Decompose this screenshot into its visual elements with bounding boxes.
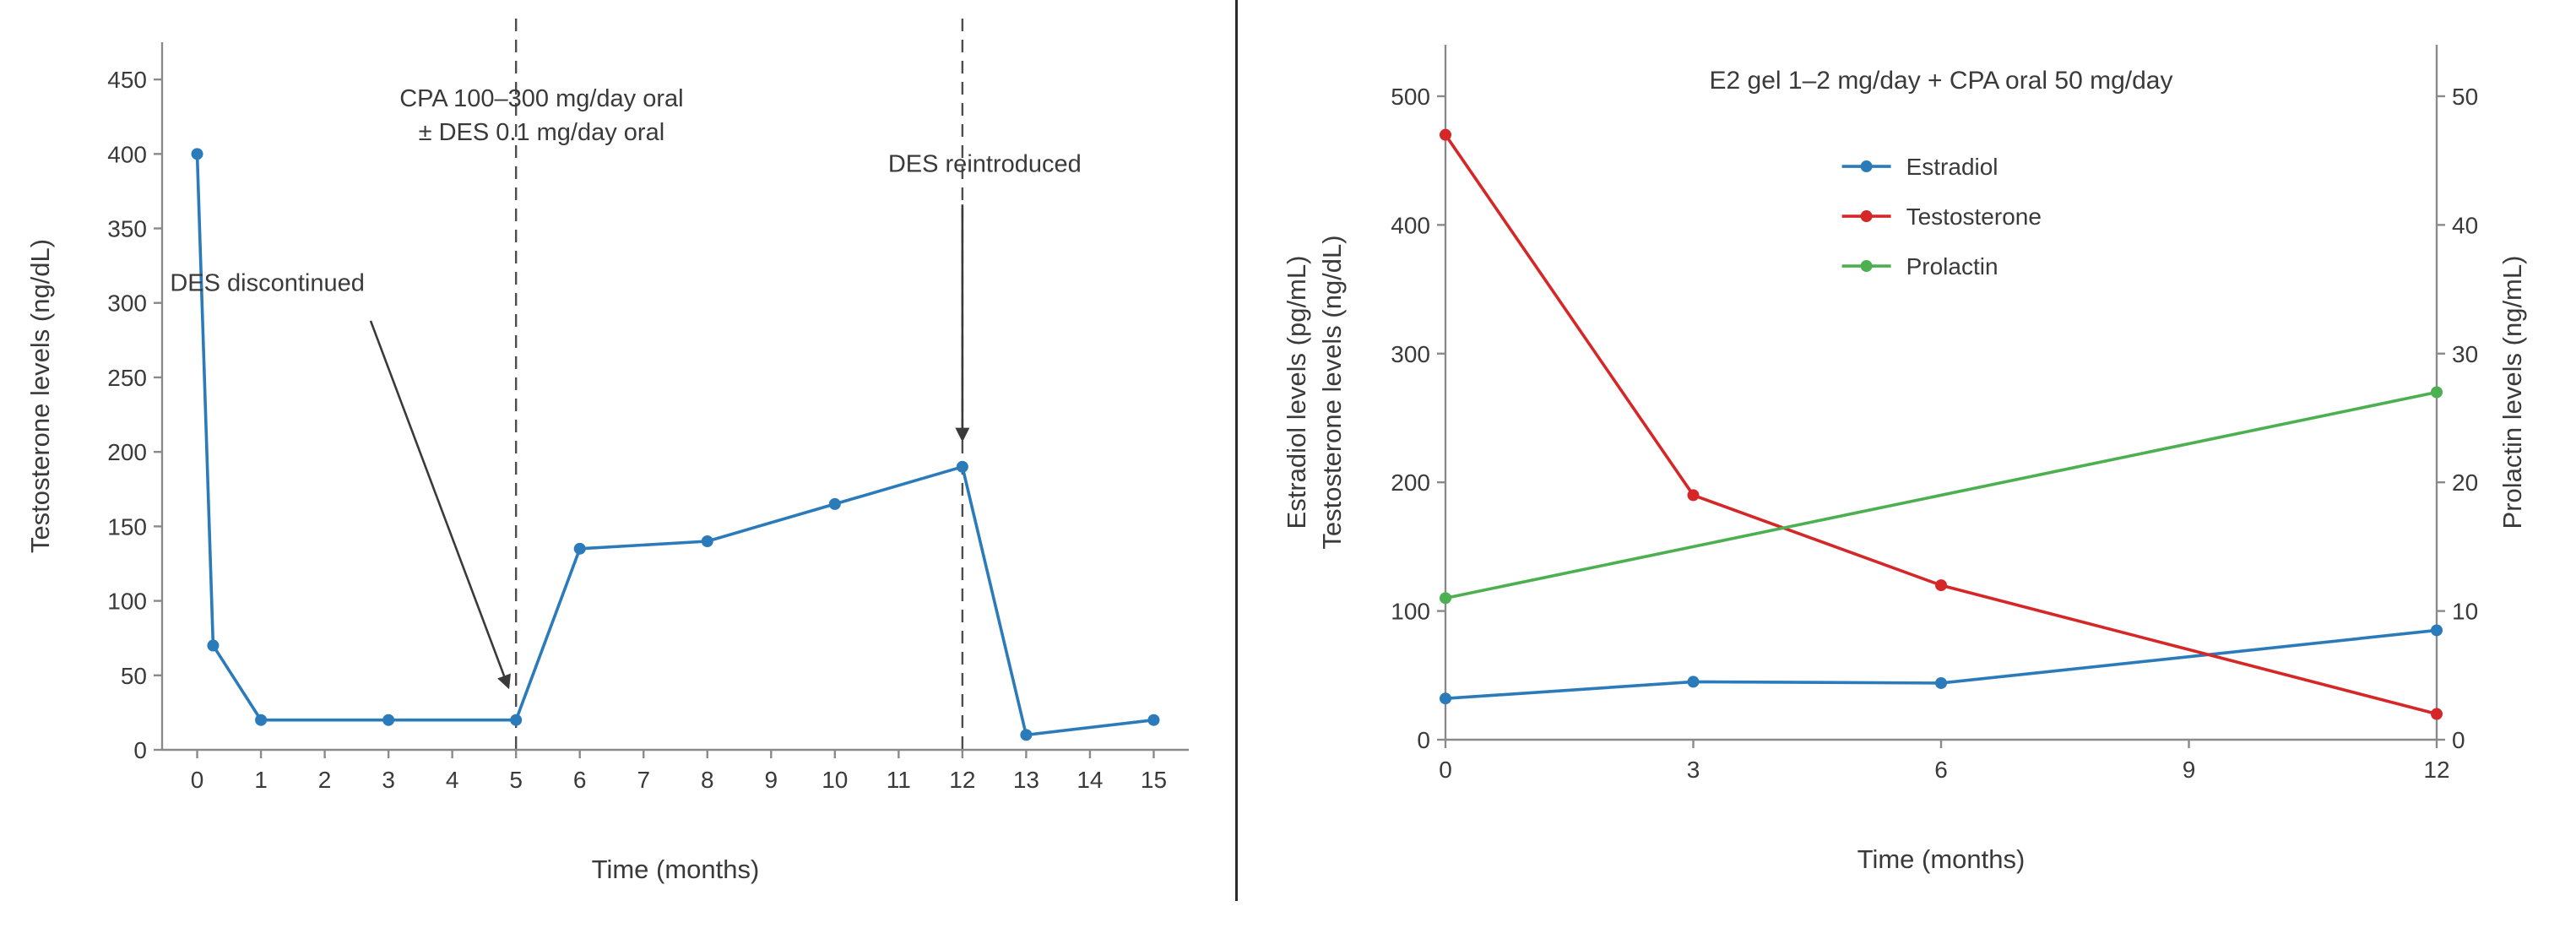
y-axis-label: Testosterone levels (ng/dL) xyxy=(25,239,55,553)
annotation-text: CPA 100–300 mg/day oral xyxy=(399,85,683,112)
x-tick-label: 1 xyxy=(254,767,268,793)
x-axis-label: Time (months) xyxy=(592,855,760,884)
y-tick-label: 0 xyxy=(133,737,147,763)
y-axis-label: Testosterone levels (ng/dL) xyxy=(1317,235,1347,549)
annotation-text: DES discontinued xyxy=(170,270,365,297)
annotation-arrow xyxy=(369,320,511,690)
legend-marker-testosterone xyxy=(1860,210,1873,223)
data-point-estradiol xyxy=(1687,676,1700,688)
x-tick-label: 4 xyxy=(446,767,459,793)
data-point-testosterone xyxy=(2431,708,2443,720)
y-tick-label: 400 xyxy=(1391,212,1430,238)
x-tick-label: 9 xyxy=(765,767,778,793)
legend-label-testosterone: Testosterone xyxy=(1906,204,2042,230)
series-line-testosterone xyxy=(1444,133,2438,716)
y-tick-label: 300 xyxy=(107,290,147,317)
data-point-prolactin xyxy=(2431,386,2443,399)
x-tick-label: 12 xyxy=(2423,757,2449,783)
data-point-estradiol xyxy=(1440,692,1451,705)
y-tick-label: 0 xyxy=(1417,727,1430,753)
chart-divider xyxy=(1235,0,1238,901)
legend-marker-prolactin xyxy=(1860,260,1873,273)
y-tick-label: 100 xyxy=(1391,599,1430,625)
data-point-testosterone xyxy=(701,535,713,548)
legend-label-estradiol: Estradiol xyxy=(1906,154,1998,180)
y-axis-label-right: Prolactin levels (ng/mL) xyxy=(2497,256,2527,529)
annotation-text: DES reintroduced xyxy=(888,150,1082,177)
data-point-testosterone xyxy=(1440,128,1451,141)
data-point-testosterone xyxy=(1147,714,1160,726)
x-tick-label: 7 xyxy=(637,767,650,793)
x-tick-label: 13 xyxy=(1013,767,1039,793)
x-tick-label: 6 xyxy=(573,767,587,793)
x-tick-label: 11 xyxy=(887,767,911,793)
data-point-testosterone xyxy=(828,497,841,510)
y-tick-label: 200 xyxy=(107,439,147,465)
data-point-testosterone xyxy=(1020,729,1033,741)
x-tick-label: 10 xyxy=(822,767,848,793)
x-tick-label: 2 xyxy=(318,767,332,793)
chart-title: E2 gel 1–2 mg/day + CPA oral 50 mg/day xyxy=(1710,67,2173,95)
y-tick-label: 100 xyxy=(107,589,147,615)
annotation-text: ± DES 0.1 mg/day oral xyxy=(419,119,665,146)
y-tick-label-right: 40 xyxy=(2452,212,2478,238)
x-tick-label: 9 xyxy=(2183,757,2196,783)
data-point-testosterone xyxy=(1935,579,1947,592)
y-tick-label: 200 xyxy=(1391,469,1430,496)
y-tick-label: 150 xyxy=(107,513,147,540)
y-tick-label-right: 30 xyxy=(2452,341,2478,367)
series-line-prolactin xyxy=(1445,390,2438,600)
y-tick-label-right: 0 xyxy=(2452,727,2465,753)
x-tick-label: 0 xyxy=(191,767,204,793)
y-tick-label: 50 xyxy=(121,663,147,689)
y-tick-label: 350 xyxy=(107,216,147,242)
data-point-testosterone xyxy=(207,639,220,652)
testosterone-time-chart: 0 1 2 3 4 5 6 7 8 9 10 11 12 13 14 15050100150200250300… xyxy=(25,19,1189,884)
y-tick-label: 400 xyxy=(107,141,147,167)
data-point-testosterone xyxy=(382,714,395,726)
x-tick-label: 15 xyxy=(1141,767,1167,793)
y-tick-label: 250 xyxy=(107,365,147,391)
x-tick-label: 12 xyxy=(949,767,975,793)
x-tick-label: 0 xyxy=(1439,757,1452,783)
legend: Estradiol Testosterone Prolactin xyxy=(1841,154,2042,279)
data-point-testosterone xyxy=(573,542,586,555)
y-tick-label-right: 10 xyxy=(2452,599,2478,625)
data-point-testosterone xyxy=(255,714,268,726)
data-point-estradiol xyxy=(1935,676,1947,689)
x-tick-label: 3 xyxy=(1687,757,1700,783)
x-tick-label: 3 xyxy=(382,767,395,793)
y-tick-label: 500 xyxy=(1391,84,1430,110)
y-tick-label-right: 20 xyxy=(2452,469,2478,496)
y-tick-label: 300 xyxy=(1391,341,1430,367)
data-point-testosterone xyxy=(510,714,523,726)
data-point-testosterone xyxy=(956,460,968,473)
x-axis-label: Time (months) xyxy=(1857,844,2026,874)
y-tick-label: 450 xyxy=(107,67,147,93)
axes: 0 1 2 3 4 5 6 7 8 9 10 11 12 13 14 15050100150200250300… xyxy=(107,42,1189,793)
series-line-estradiol xyxy=(1445,628,2438,701)
y-tick-label-right: 50 xyxy=(2452,84,2478,110)
data-point-testosterone xyxy=(1687,489,1700,502)
data-point-prolactin xyxy=(1440,592,1451,605)
x-tick-label: 5 xyxy=(509,767,523,793)
series-line-testosterone xyxy=(195,154,1154,737)
legend-label-prolactin: Prolactin xyxy=(1906,253,1998,279)
y-axis-label: Estradiol levels (pg/mL) xyxy=(1282,256,1311,529)
legend-marker-estradiol xyxy=(1860,160,1873,173)
data-point-estradiol xyxy=(2431,624,2443,637)
x-tick-label: 6 xyxy=(1934,757,1948,783)
x-tick-label: 14 xyxy=(1076,767,1103,793)
data-point-testosterone xyxy=(191,148,203,160)
x-tick-label: 8 xyxy=(701,767,714,793)
